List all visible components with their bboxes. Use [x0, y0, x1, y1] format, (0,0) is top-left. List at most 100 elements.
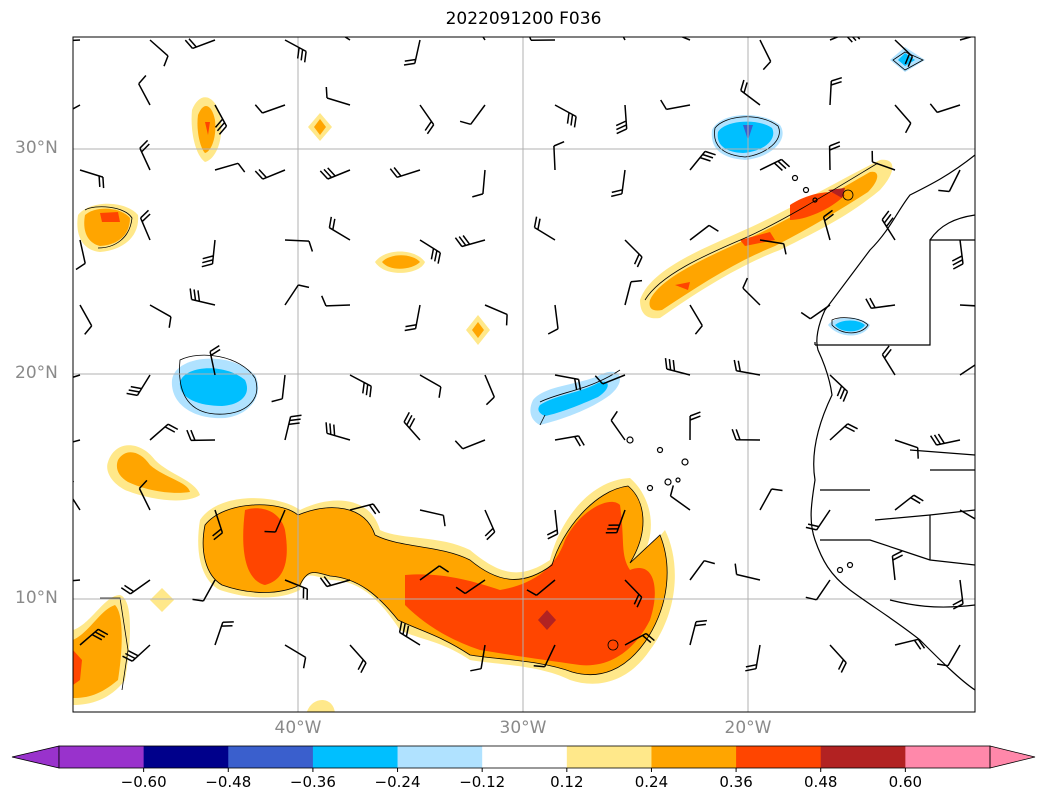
wind-barb — [73, 374, 81, 378]
wind-barb — [472, 169, 486, 198]
wind-barb — [734, 563, 761, 581]
graticule — [73, 37, 975, 712]
wind-barb — [828, 141, 841, 171]
wind-barb — [829, 76, 843, 106]
wind-barb — [660, 99, 691, 111]
wind-barb — [271, 374, 286, 403]
wind-barb — [689, 411, 701, 441]
wind-barb — [829, 423, 858, 441]
wind-barb — [894, 494, 924, 511]
wind-barb — [881, 210, 896, 241]
colorbar-cell — [312, 746, 399, 768]
map-title: 2022091200 F036 — [445, 9, 602, 29]
wind-barb — [689, 150, 716, 171]
wind-barb — [184, 38, 216, 50]
wind-barb — [284, 39, 307, 63]
wind-barb — [680, 37, 691, 41]
wind-barb — [959, 37, 974, 41]
wind-barb — [881, 345, 896, 376]
wind-barb — [800, 304, 831, 320]
wind-barb — [689, 559, 715, 581]
wind-barb — [689, 619, 707, 646]
wind-barb — [865, 297, 896, 310]
wind-barb — [126, 374, 151, 397]
wind-barb — [759, 239, 787, 255]
colorbar-tick-label: −0.24 — [374, 773, 421, 791]
wind-barb — [546, 509, 559, 540]
wind-barb — [349, 503, 381, 515]
wind-barb — [284, 414, 302, 441]
wind-barb — [533, 216, 556, 241]
wind-barb — [610, 410, 626, 441]
wind-barb — [484, 304, 508, 326]
wind-barb — [403, 411, 421, 441]
wind-barb — [212, 509, 224, 541]
wind-barb — [319, 167, 351, 180]
colorbar-tick-label: 0.60 — [888, 773, 923, 791]
wind-barb — [689, 304, 703, 335]
wind-barb — [759, 39, 772, 71]
lon-label-20w: 20°W — [724, 718, 772, 738]
wind-barb — [389, 167, 421, 179]
coastline — [626, 154, 975, 691]
wind-barb — [186, 429, 216, 442]
wind-barb — [952, 579, 964, 610]
lat-label-10n: 10°N — [15, 588, 58, 608]
wind-barb — [138, 75, 151, 106]
anomaly-fills — [73, 47, 925, 712]
colorbar-cell — [820, 746, 906, 768]
wind-barb — [149, 39, 169, 67]
wind-barb — [138, 479, 151, 511]
wind-barb — [214, 104, 228, 135]
wind-barb — [759, 158, 791, 171]
wind-barb — [533, 644, 556, 668]
wind-barb — [325, 86, 351, 106]
wind-barb — [594, 374, 626, 385]
colorbar-tick-label: −0.60 — [120, 773, 167, 791]
colorbar-tick-label: 0.12 — [550, 773, 584, 791]
lon-label-30w: 30°W — [499, 718, 547, 738]
wind-barb — [214, 162, 246, 173]
wind-barb — [284, 239, 314, 252]
wind-barb — [454, 439, 486, 450]
wind-barb — [419, 239, 442, 264]
colorbar-tick-label: −0.36 — [289, 773, 336, 791]
colorbar-cell — [397, 746, 483, 768]
wind-barb — [79, 628, 109, 646]
wind-barb — [742, 277, 761, 306]
wind-barb — [189, 288, 216, 306]
wind-barb — [615, 104, 628, 135]
wind-barb — [829, 644, 847, 673]
wind-barb — [73, 39, 81, 42]
wind-barb — [284, 644, 307, 669]
wind-barb — [79, 304, 93, 335]
wind-barb — [805, 509, 831, 531]
colorbar-cell — [736, 746, 822, 768]
colorbar-cell — [651, 746, 737, 768]
wind-barb — [936, 644, 961, 667]
wind-barb — [745, 644, 761, 672]
wind-barb — [622, 37, 626, 41]
wind-barb — [419, 565, 450, 581]
wind-barb — [554, 374, 582, 391]
wind-barb — [319, 576, 351, 588]
wind-barb — [455, 579, 486, 595]
wind-barb — [894, 39, 914, 67]
wind-barb — [624, 579, 643, 608]
wind-barb — [664, 358, 691, 376]
wind-barb — [73, 579, 81, 582]
wind-barb — [624, 279, 643, 306]
wind-barb — [284, 284, 310, 306]
wind-barb — [75, 239, 86, 271]
wind-barb — [201, 239, 216, 268]
wind-barb — [526, 579, 556, 596]
lat-label-20n: 20°N — [15, 363, 58, 383]
wind-barb — [454, 235, 486, 248]
lat-label-30n: 30°N — [15, 138, 58, 158]
colorbar-tick-label: 0.24 — [634, 773, 669, 791]
wind-barbs — [73, 37, 975, 674]
wind-barb — [398, 621, 421, 646]
wind-barb — [959, 304, 975, 307]
red-band-south — [243, 508, 287, 585]
wind-barb — [894, 439, 919, 459]
